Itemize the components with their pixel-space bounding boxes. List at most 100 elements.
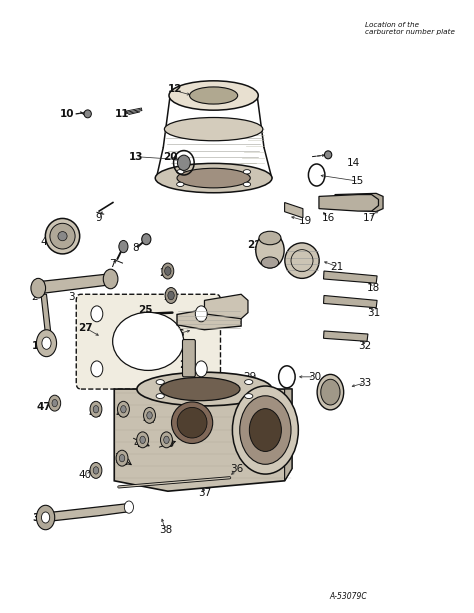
- Text: 18: 18: [367, 283, 381, 293]
- Circle shape: [140, 436, 146, 443]
- Polygon shape: [177, 310, 241, 330]
- Text: 44: 44: [143, 414, 156, 425]
- Text: 24: 24: [164, 292, 177, 302]
- Ellipse shape: [177, 170, 184, 174]
- Ellipse shape: [172, 402, 213, 443]
- Text: 41: 41: [115, 457, 128, 468]
- Circle shape: [164, 267, 171, 275]
- Ellipse shape: [261, 257, 279, 268]
- Ellipse shape: [317, 375, 344, 410]
- Text: 25: 25: [137, 305, 152, 314]
- Circle shape: [116, 450, 128, 466]
- Ellipse shape: [156, 394, 164, 398]
- Text: 31: 31: [367, 308, 381, 318]
- Circle shape: [137, 432, 149, 447]
- Circle shape: [249, 409, 282, 451]
- Text: 14: 14: [346, 158, 360, 168]
- Ellipse shape: [321, 379, 340, 405]
- Ellipse shape: [50, 223, 75, 249]
- Circle shape: [121, 406, 126, 413]
- Circle shape: [195, 306, 207, 322]
- Ellipse shape: [259, 231, 281, 245]
- Circle shape: [164, 436, 169, 443]
- Ellipse shape: [243, 170, 251, 174]
- Ellipse shape: [58, 232, 67, 241]
- Ellipse shape: [160, 378, 240, 401]
- Polygon shape: [114, 389, 292, 491]
- Text: 23: 23: [159, 268, 172, 278]
- Text: Location of the
carburetor number plate: Location of the carburetor number plate: [365, 22, 455, 35]
- Ellipse shape: [177, 182, 184, 186]
- Polygon shape: [324, 271, 377, 283]
- Text: 29: 29: [244, 372, 257, 382]
- Text: 12: 12: [167, 85, 182, 94]
- Text: 20: 20: [163, 151, 177, 162]
- Ellipse shape: [169, 81, 258, 110]
- Polygon shape: [284, 389, 292, 481]
- Ellipse shape: [46, 218, 80, 254]
- Polygon shape: [43, 503, 131, 522]
- Circle shape: [165, 287, 177, 303]
- Circle shape: [161, 432, 173, 447]
- Text: 47: 47: [37, 402, 52, 413]
- Ellipse shape: [137, 372, 272, 406]
- Circle shape: [93, 466, 99, 474]
- Polygon shape: [41, 294, 52, 343]
- Ellipse shape: [113, 312, 183, 370]
- Ellipse shape: [177, 155, 190, 170]
- Text: 1: 1: [31, 341, 39, 351]
- Circle shape: [42, 337, 51, 349]
- Text: 30: 30: [308, 372, 321, 382]
- FancyBboxPatch shape: [182, 340, 195, 377]
- Text: 10: 10: [60, 109, 74, 119]
- Ellipse shape: [256, 232, 284, 268]
- Text: 5: 5: [68, 237, 75, 247]
- Polygon shape: [324, 295, 377, 308]
- Text: A-53079C: A-53079C: [330, 592, 368, 601]
- Text: 13: 13: [128, 151, 143, 162]
- Circle shape: [91, 361, 103, 377]
- Circle shape: [90, 462, 102, 478]
- Circle shape: [119, 454, 125, 462]
- Circle shape: [168, 291, 174, 300]
- Ellipse shape: [324, 151, 332, 159]
- Ellipse shape: [142, 234, 151, 245]
- Polygon shape: [284, 202, 303, 218]
- Polygon shape: [35, 273, 113, 294]
- Circle shape: [90, 402, 102, 417]
- Circle shape: [91, 306, 103, 322]
- Ellipse shape: [84, 110, 91, 118]
- Circle shape: [144, 408, 155, 424]
- Ellipse shape: [190, 87, 237, 104]
- Ellipse shape: [164, 118, 263, 141]
- Circle shape: [41, 512, 50, 523]
- Text: 35: 35: [257, 451, 271, 462]
- Text: 9: 9: [96, 213, 102, 223]
- Text: 32: 32: [358, 341, 371, 351]
- Circle shape: [118, 402, 129, 417]
- Text: 46: 46: [88, 408, 101, 419]
- Text: 26: 26: [170, 329, 184, 339]
- Circle shape: [195, 361, 207, 377]
- Circle shape: [232, 386, 298, 474]
- Ellipse shape: [243, 182, 251, 186]
- Circle shape: [31, 278, 46, 298]
- Text: 28: 28: [179, 360, 193, 370]
- Ellipse shape: [156, 379, 164, 384]
- Text: 11: 11: [115, 109, 129, 119]
- Polygon shape: [204, 294, 248, 319]
- Ellipse shape: [245, 379, 253, 384]
- Text: 4: 4: [41, 237, 47, 247]
- Ellipse shape: [285, 243, 319, 278]
- Circle shape: [119, 240, 128, 253]
- Text: 19: 19: [299, 216, 312, 226]
- Circle shape: [124, 501, 134, 513]
- Text: 15: 15: [351, 176, 365, 186]
- Ellipse shape: [177, 169, 250, 188]
- Polygon shape: [319, 194, 378, 211]
- Circle shape: [162, 263, 174, 279]
- Text: 42: 42: [134, 439, 147, 449]
- Text: 38: 38: [159, 525, 172, 535]
- Polygon shape: [324, 331, 368, 341]
- Ellipse shape: [245, 394, 253, 398]
